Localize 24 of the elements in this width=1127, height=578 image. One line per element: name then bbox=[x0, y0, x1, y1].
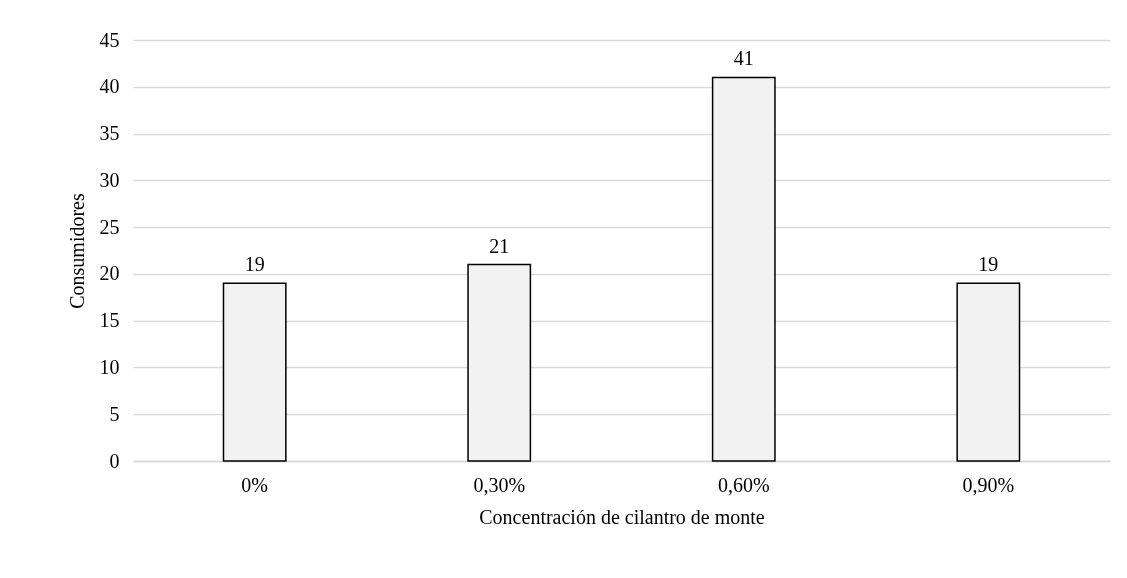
y-tick-label: 0 bbox=[109, 449, 120, 472]
y-tick-label: 10 bbox=[99, 355, 120, 378]
y-tick-label: 30 bbox=[99, 168, 120, 191]
data-label: 19 bbox=[244, 253, 265, 276]
y-tick-label: 40 bbox=[99, 75, 120, 98]
y-tick-label: 5 bbox=[109, 402, 120, 425]
data-label: 41 bbox=[733, 47, 754, 70]
y-tick-label: 20 bbox=[99, 262, 120, 285]
y-axis-title: Consumidores bbox=[65, 193, 88, 309]
bar bbox=[222, 282, 287, 462]
y-tick-label: 45 bbox=[99, 28, 120, 51]
y-tick-label: 35 bbox=[99, 122, 120, 145]
bar bbox=[711, 76, 776, 462]
bar bbox=[956, 282, 1021, 462]
x-tick-label: 0,60% bbox=[717, 473, 770, 496]
x-tick-label: 0,30% bbox=[473, 473, 526, 496]
data-label: 19 bbox=[978, 253, 999, 276]
x-axis-title: Concentración de cilantro de monte bbox=[479, 505, 765, 528]
y-tick-label: 15 bbox=[99, 309, 120, 332]
x-tick-label: 0,90% bbox=[962, 473, 1015, 496]
bar bbox=[467, 263, 532, 462]
y-tick-label: 25 bbox=[99, 215, 120, 238]
x-tick-label: 0% bbox=[241, 473, 268, 496]
data-label: 21 bbox=[489, 234, 510, 257]
